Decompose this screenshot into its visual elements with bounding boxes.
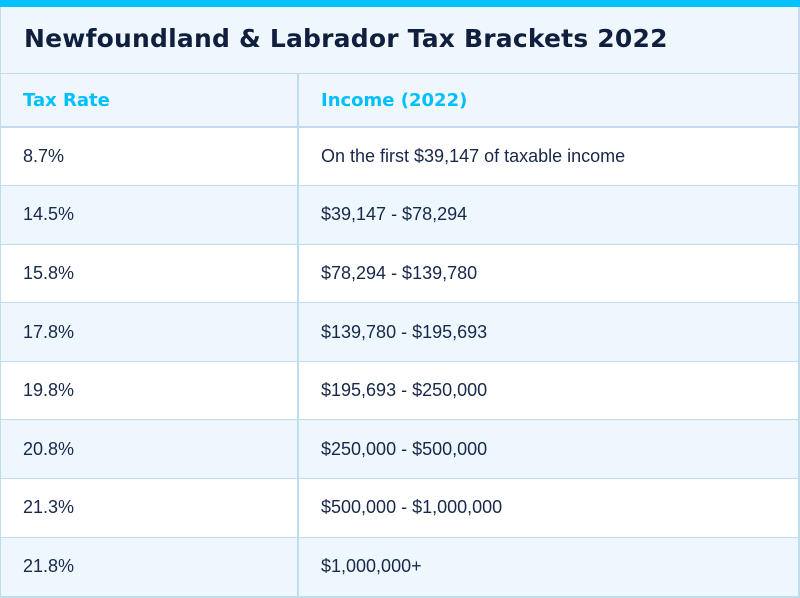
table-row: 14.5% $39,147 - $78,294 bbox=[1, 185, 798, 245]
accent-top-bar bbox=[0, 0, 800, 7]
column-header-income: Income (2022) bbox=[297, 74, 798, 128]
tax-rate-cell: 8.7% bbox=[1, 127, 298, 187]
tax-rate-cell: 20.8% bbox=[1, 419, 298, 480]
tax-rate-cell: 21.3% bbox=[1, 478, 298, 538]
tax-rate-cell: 19.8% bbox=[1, 361, 298, 421]
income-cell: $39,147 - $78,294 bbox=[297, 185, 798, 245]
table-row: 8.7% On the first $39,147 of taxable inc… bbox=[1, 127, 798, 187]
table-row: 19.8% $195,693 - $250,000 bbox=[1, 361, 798, 421]
tax-rate-cell: 15.8% bbox=[1, 244, 298, 304]
table-row: 21.3% $500,000 - $1,000,000 bbox=[1, 478, 798, 538]
income-cell: $500,000 - $1,000,000 bbox=[297, 478, 798, 538]
page-title: Newfoundland & Labrador Tax Brackets 202… bbox=[24, 23, 668, 53]
tax-rate-cell: 21.8% bbox=[23, 556, 75, 577]
tax-rate-cell: 17.8% bbox=[1, 302, 298, 362]
table-row: 15.8% $78,294 - $139,780 bbox=[1, 244, 798, 304]
income-cell: $139,780 - $195,693 bbox=[297, 302, 798, 362]
table-container: Newfoundland & Labrador Tax Brackets 202… bbox=[0, 7, 800, 598]
income-cell: $250,000 - $500,000 bbox=[297, 419, 798, 480]
income-cell: $1,000,000+ bbox=[297, 537, 798, 596]
title-band: Newfoundland & Labrador Tax Brackets 202… bbox=[1, 7, 798, 74]
tax-rate-cell: 14.5% bbox=[1, 185, 298, 245]
tax-brackets-table: Tax Rate Income (2022) 8.7% On the first… bbox=[1, 74, 798, 596]
income-cell: $78,294 - $139,780 bbox=[297, 244, 798, 304]
table-row: 21.8% $1,000,000+ bbox=[1, 537, 798, 596]
table-header: Tax Rate Income (2022) bbox=[1, 74, 798, 128]
income-cell: $195,693 - $250,000 bbox=[297, 361, 798, 421]
column-header-tax-rate: Tax Rate bbox=[1, 74, 298, 128]
table-row: 20.8% $250,000 - $500,000 bbox=[1, 419, 798, 480]
table-body: 8.7% On the first $39,147 of taxable inc… bbox=[1, 127, 798, 596]
income-cell: On the first $39,147 of taxable income bbox=[297, 127, 798, 187]
table-row: 17.8% $139,780 - $195,693 bbox=[1, 302, 798, 362]
header-row: Tax Rate Income (2022) bbox=[1, 74, 798, 128]
